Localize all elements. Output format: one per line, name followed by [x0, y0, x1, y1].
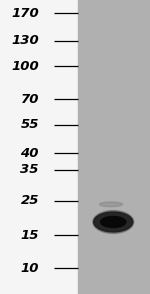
Text: 70: 70	[21, 93, 39, 106]
Text: 10: 10	[21, 262, 39, 275]
Ellipse shape	[94, 212, 133, 232]
Ellipse shape	[101, 216, 126, 228]
Text: 130: 130	[11, 34, 39, 47]
Ellipse shape	[93, 211, 134, 233]
Ellipse shape	[99, 202, 123, 207]
Text: 100: 100	[11, 60, 39, 73]
Text: 170: 170	[11, 7, 39, 20]
Bar	[78, 0, 150, 294]
Text: 55: 55	[21, 118, 39, 131]
Text: 40: 40	[21, 147, 39, 160]
Text: 35: 35	[21, 163, 39, 176]
Text: 15: 15	[21, 229, 39, 242]
Text: 25: 25	[21, 194, 39, 207]
Bar	[0, 0, 78, 294]
